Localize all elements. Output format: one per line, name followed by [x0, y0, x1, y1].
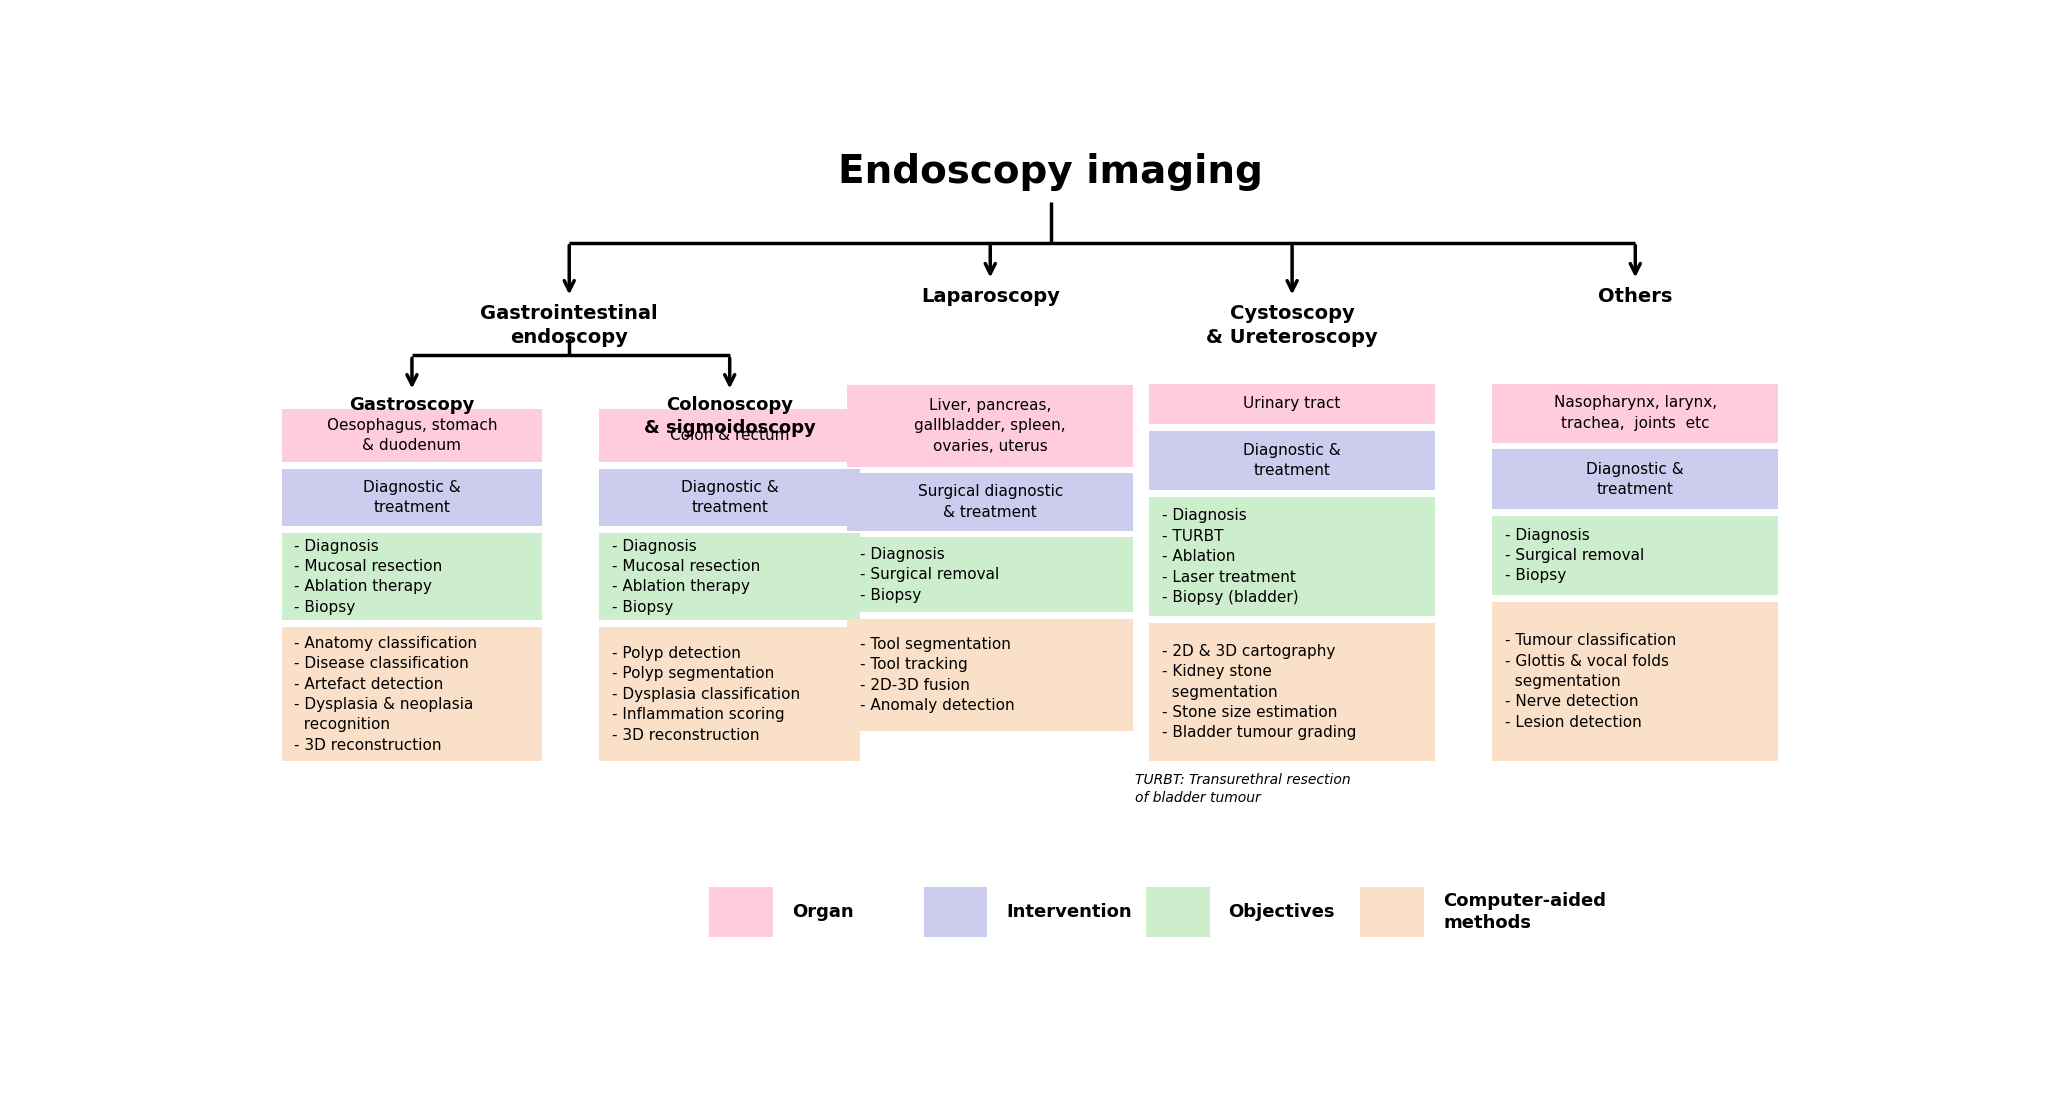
- Text: Colonoscopy
& sigmoidoscopy: Colonoscopy & sigmoidoscopy: [644, 396, 816, 436]
- Text: Computer-aided
methods: Computer-aided methods: [1443, 891, 1605, 932]
- Text: Endoscopy imaging: Endoscopy imaging: [838, 153, 1263, 191]
- Text: Gastroscopy: Gastroscopy: [348, 396, 476, 414]
- Text: - Diagnosis
- Mucosal resection
- Ablation therapy
- Biopsy: - Diagnosis - Mucosal resection - Ablati…: [295, 538, 443, 615]
- FancyBboxPatch shape: [847, 473, 1134, 531]
- Text: Gastrointestinal
endoscopy: Gastrointestinal endoscopy: [480, 304, 658, 346]
- Text: Organ: Organ: [791, 902, 853, 921]
- Text: - Polyp detection
- Polyp segmentation
- Dysplasia classification
- Inflammation: - Polyp detection - Polyp segmentation -…: [613, 646, 800, 743]
- FancyBboxPatch shape: [281, 627, 541, 761]
- Text: - 2D & 3D cartography
- Kidney stone
  segmentation
- Stone size estimation
- Bl: - 2D & 3D cartography - Kidney stone seg…: [1162, 644, 1357, 740]
- Text: Colon & rectum: Colon & rectum: [670, 428, 789, 443]
- Text: - Tumour classification
- Glottis & vocal folds
  segmentation
- Nerve detection: - Tumour classification - Glottis & voca…: [1505, 633, 1677, 729]
- FancyBboxPatch shape: [281, 410, 541, 462]
- Text: Nasopharynx, larynx,
trachea,  joints  etc: Nasopharynx, larynx, trachea, joints etc: [1554, 395, 1716, 431]
- FancyBboxPatch shape: [1150, 431, 1435, 491]
- FancyBboxPatch shape: [847, 618, 1134, 731]
- Text: - Tool segmentation
- Tool tracking
- 2D-3D fusion
- Anomaly detection: - Tool segmentation - Tool tracking - 2D…: [861, 637, 1015, 714]
- Text: Oesophagus, stomach
& duodenum: Oesophagus, stomach & duodenum: [326, 418, 498, 454]
- Text: Cystoscopy
& Ureteroscopy: Cystoscopy & Ureteroscopy: [1205, 304, 1378, 346]
- Text: - Diagnosis
- Surgical removal
- Biopsy: - Diagnosis - Surgical removal - Biopsy: [861, 547, 998, 603]
- FancyBboxPatch shape: [281, 533, 541, 620]
- Text: - Diagnosis
- Surgical removal
- Biopsy: - Diagnosis - Surgical removal - Biopsy: [1505, 527, 1644, 584]
- Text: Diagnostic &
treatment: Diagnostic & treatment: [681, 480, 779, 515]
- Text: Others: Others: [1599, 287, 1673, 306]
- FancyBboxPatch shape: [281, 470, 541, 526]
- FancyBboxPatch shape: [847, 537, 1134, 612]
- FancyBboxPatch shape: [1150, 497, 1435, 616]
- Text: Surgical diagnostic
& treatment: Surgical diagnostic & treatment: [918, 484, 1064, 519]
- FancyBboxPatch shape: [599, 533, 861, 620]
- Text: Diagnostic &
treatment: Diagnostic & treatment: [1587, 462, 1685, 497]
- FancyBboxPatch shape: [1361, 887, 1425, 937]
- FancyBboxPatch shape: [1492, 516, 1777, 595]
- Text: Liver, pancreas,
gallbladder, spleen,
ovaries, uterus: Liver, pancreas, gallbladder, spleen, ov…: [914, 398, 1066, 454]
- FancyBboxPatch shape: [709, 887, 773, 937]
- FancyBboxPatch shape: [1492, 450, 1777, 509]
- FancyBboxPatch shape: [1150, 384, 1435, 424]
- Text: Intervention: Intervention: [1007, 902, 1132, 921]
- FancyBboxPatch shape: [1492, 602, 1777, 761]
- FancyBboxPatch shape: [847, 385, 1134, 466]
- Text: - Diagnosis
- Mucosal resection
- Ablation therapy
- Biopsy: - Diagnosis - Mucosal resection - Ablati…: [613, 538, 761, 615]
- FancyBboxPatch shape: [1492, 384, 1777, 443]
- FancyBboxPatch shape: [922, 887, 988, 937]
- Text: Diagnostic &
treatment: Diagnostic & treatment: [363, 480, 461, 515]
- FancyBboxPatch shape: [1146, 887, 1209, 937]
- Text: - Anatomy classification
- Disease classification
- Artefact detection
- Dysplas: - Anatomy classification - Disease class…: [295, 636, 478, 753]
- Text: Urinary tract: Urinary tract: [1244, 396, 1341, 411]
- Text: Diagnostic &
treatment: Diagnostic & treatment: [1242, 443, 1341, 478]
- Text: Laparoscopy: Laparoscopy: [920, 287, 1060, 306]
- Text: TURBT: Transurethral resection
of bladder tumour: TURBT: Transurethral resection of bladde…: [1136, 773, 1351, 805]
- FancyBboxPatch shape: [599, 627, 861, 761]
- FancyBboxPatch shape: [1150, 623, 1435, 761]
- Text: Objectives: Objectives: [1228, 902, 1335, 921]
- Text: - Diagnosis
- TURBT
- Ablation
- Laser treatment
- Biopsy (bladder): - Diagnosis - TURBT - Ablation - Laser t…: [1162, 508, 1298, 605]
- FancyBboxPatch shape: [599, 470, 861, 526]
- FancyBboxPatch shape: [599, 410, 861, 462]
